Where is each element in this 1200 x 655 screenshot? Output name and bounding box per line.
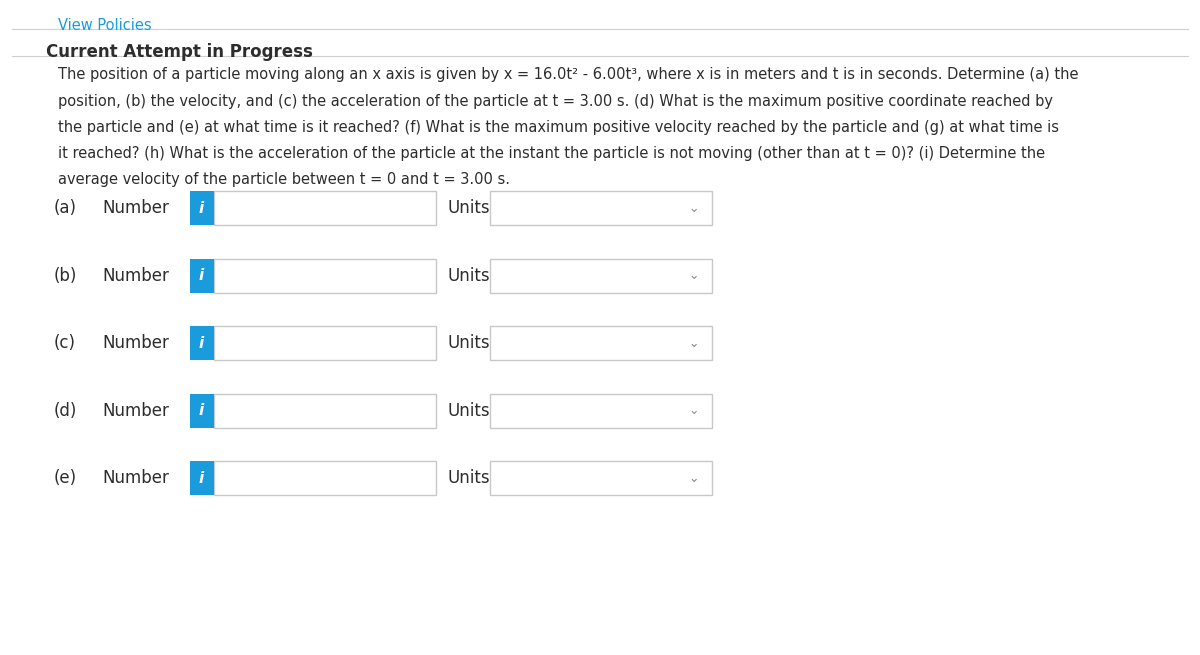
FancyBboxPatch shape (214, 259, 436, 293)
FancyBboxPatch shape (490, 326, 712, 360)
Text: Units: Units (448, 469, 491, 487)
Text: the particle and (e) at what time is it reached? (f) What is the maximum positiv: the particle and (e) at what time is it … (58, 120, 1058, 135)
Text: (d): (d) (54, 402, 77, 420)
Text: position, (b) the velocity, and (c) the acceleration of the particle at t = 3.00: position, (b) the velocity, and (c) the … (58, 94, 1052, 109)
Text: View Policies: View Policies (58, 18, 151, 33)
FancyBboxPatch shape (490, 394, 712, 428)
Text: i: i (199, 336, 204, 350)
Text: (e): (e) (54, 469, 77, 487)
Text: The position of a particle moving along an x axis is given by x = 16.0t² - 6.00t: The position of a particle moving along … (58, 67, 1078, 83)
Text: Number: Number (102, 199, 169, 217)
Text: average velocity of the particle between t = 0 and t = 3.00 s.: average velocity of the particle between… (58, 172, 510, 187)
Text: ⌄: ⌄ (689, 404, 698, 417)
Text: i: i (199, 201, 204, 215)
Text: (b): (b) (54, 267, 77, 285)
Text: i: i (199, 269, 204, 283)
Text: ⌄: ⌄ (689, 202, 698, 215)
Text: Current Attempt in Progress: Current Attempt in Progress (46, 43, 312, 60)
Text: Units: Units (448, 334, 491, 352)
Text: i: i (199, 403, 204, 418)
Text: Units: Units (448, 199, 491, 217)
Text: Units: Units (448, 402, 491, 420)
FancyBboxPatch shape (214, 191, 436, 225)
FancyBboxPatch shape (490, 259, 712, 293)
Text: ⌄: ⌄ (689, 269, 698, 282)
Text: ⌄: ⌄ (689, 337, 698, 350)
FancyBboxPatch shape (490, 191, 712, 225)
Text: (c): (c) (54, 334, 76, 352)
Text: Units: Units (448, 267, 491, 285)
FancyBboxPatch shape (190, 259, 214, 293)
FancyBboxPatch shape (190, 461, 214, 495)
FancyBboxPatch shape (214, 394, 436, 428)
FancyBboxPatch shape (214, 326, 436, 360)
FancyBboxPatch shape (190, 191, 214, 225)
Text: Number: Number (102, 469, 169, 487)
Text: Number: Number (102, 334, 169, 352)
FancyBboxPatch shape (490, 461, 712, 495)
FancyBboxPatch shape (190, 394, 214, 428)
FancyBboxPatch shape (214, 461, 436, 495)
Text: it reached? (h) What is the acceleration of the particle at the instant the part: it reached? (h) What is the acceleration… (58, 146, 1045, 161)
FancyBboxPatch shape (190, 326, 214, 360)
Text: Number: Number (102, 267, 169, 285)
Text: (a): (a) (54, 199, 77, 217)
Text: ⌄: ⌄ (689, 472, 698, 485)
Text: i: i (199, 471, 204, 485)
Text: Number: Number (102, 402, 169, 420)
